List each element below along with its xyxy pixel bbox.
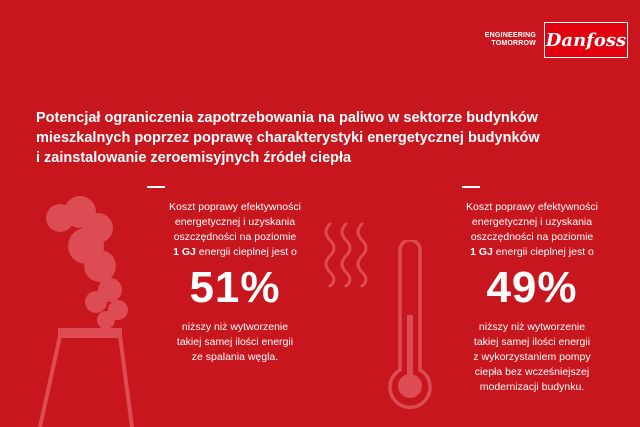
left-stat-block: Koszt poprawy efektywności energetycznej…	[130, 200, 340, 365]
page-title: Potencjał ograniczenia zapotrzebowania n…	[36, 110, 540, 166]
left-divider	[147, 186, 165, 188]
right-stat-block: Koszt poprawy efektywności energetycznej…	[427, 200, 637, 395]
thermometer-icon	[388, 240, 432, 409]
danfoss-logo: Danfoss	[544, 22, 628, 58]
left-bold-unit: 1 GJ	[173, 246, 196, 258]
factory-smoke-icon	[38, 196, 134, 427]
brand-block: ENGINEERING TOMORROW Danfoss	[485, 22, 628, 58]
heat-waves-icon	[324, 222, 368, 288]
left-percent: 51%	[189, 263, 281, 312]
right-divider	[462, 186, 480, 188]
brand-tagline: ENGINEERING TOMORROW	[484, 32, 536, 47]
right-percent: 49%	[486, 263, 578, 312]
right-bold-unit: 1 GJ	[470, 246, 493, 258]
